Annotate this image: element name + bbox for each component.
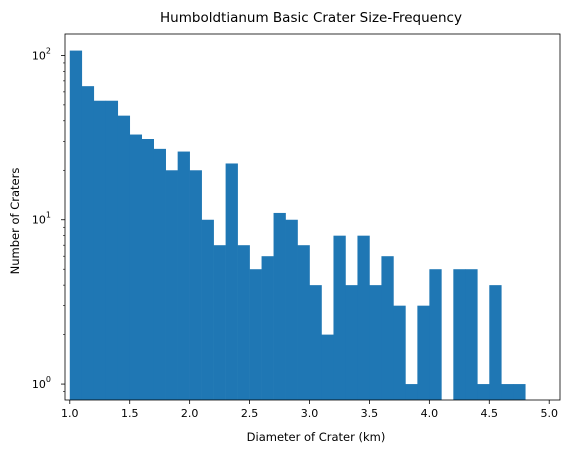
x-tick-label: 1.0 [61,407,79,420]
histogram-bar [189,170,202,400]
histogram-bar [105,100,119,400]
histogram-bar [309,285,322,400]
histogram-bar [201,219,214,400]
histogram-bar [381,256,394,400]
x-tick-label: 4.5 [481,407,499,420]
histogram-bar [297,245,310,400]
histogram-bar [333,235,346,400]
histogram-bar [417,305,430,400]
histogram-bar [93,100,107,400]
y-axis-label: Number of Craters [8,168,22,275]
bars-group [69,50,526,401]
histogram-bar [81,86,95,400]
histogram-bar [321,334,334,400]
histogram-bar [177,151,190,400]
x-tick-label: 2.0 [181,407,199,420]
x-tick-label: 1.5 [121,407,139,420]
histogram-bar [129,134,143,401]
x-tick-label: 2.5 [241,407,259,420]
x-tick-label: 4.0 [421,407,439,420]
histogram-bar [429,269,442,400]
x-tick-label: 3.5 [361,407,379,420]
histogram-bar [273,212,286,400]
histogram-bar [489,285,502,400]
histogram-bar [501,384,514,400]
y-tick-exponent: 1 [46,211,51,220]
histogram-bar [237,245,250,400]
histogram-bar [117,115,131,401]
histogram-bar [477,384,490,400]
histogram-bar [357,235,370,400]
chart-title: Humboldtianum Basic Crater Size-Frequenc… [160,10,462,26]
histogram-bar [345,285,358,400]
y-tick-exponent: 2 [46,46,51,55]
x-tick-label: 3.0 [301,407,319,420]
histogram-bar [225,163,238,400]
histogram-bar [69,50,83,401]
y-tick-exponent: 0 [46,375,51,384]
plot-frame [64,33,561,401]
histogram-bar [453,269,466,400]
histogram-bar [165,170,178,400]
x-tick-label: 5.0 [540,407,558,420]
histogram-bar [141,139,154,400]
x-axis-label: Diameter of Crater (km) [247,430,386,444]
x-axis-ticks: 1.0 1.5 2.0 2.5 3.0 3.5 4.0 4.5 5.0 [61,400,558,420]
histogram-bar [285,219,298,400]
histogram-bar [405,384,418,400]
histogram-bar [153,148,166,400]
y-tick-label: 100 [32,375,51,391]
histogram-bar [393,305,406,400]
histogram-bar [213,245,226,400]
y-tick-label: 101 [32,211,51,227]
histogram-bar [261,256,274,400]
histogram-bar [465,269,478,400]
histogram-bar [249,269,262,400]
histogram-bar [513,384,526,400]
y-tick-label: 102 [32,46,51,62]
histogram-bar [369,285,382,400]
